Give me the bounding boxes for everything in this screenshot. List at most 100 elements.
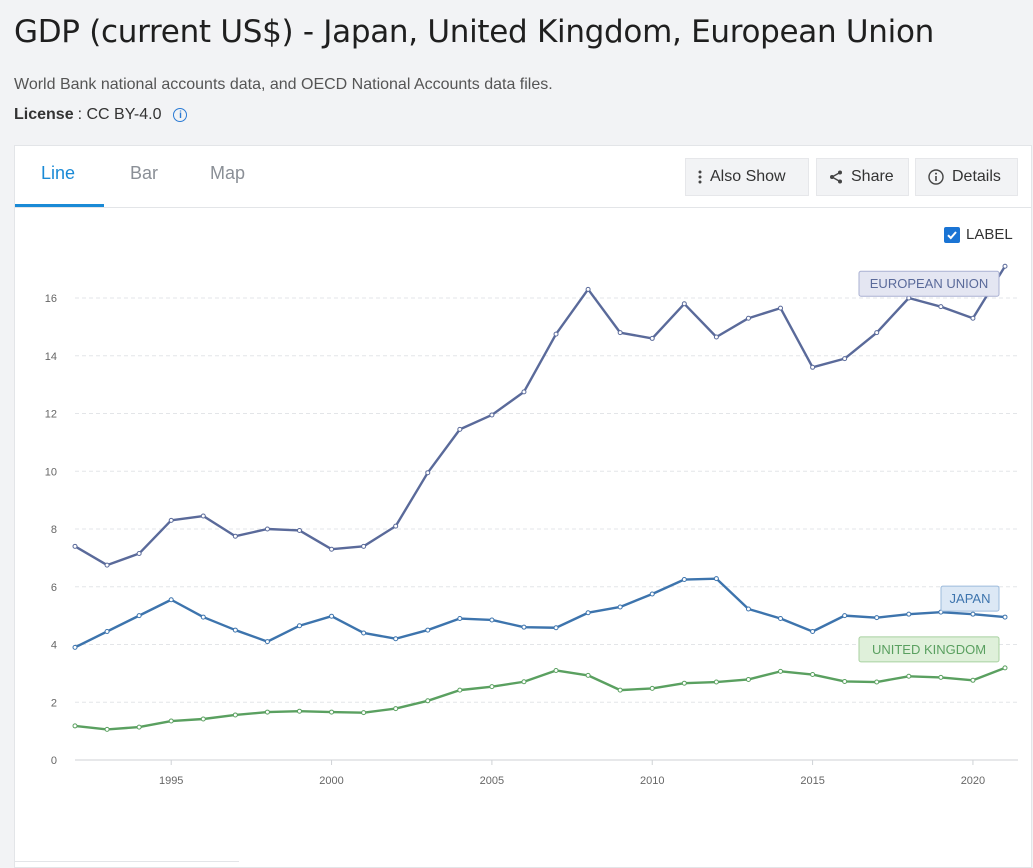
data-point-european-union	[104, 562, 110, 568]
data-point-european-union	[329, 546, 335, 552]
series-label-united-kingdom: UNITED KINGDOM	[872, 642, 986, 657]
data-point-european-union	[200, 513, 206, 519]
data-point-united-kingdom	[617, 687, 623, 693]
data-point-united-kingdom	[264, 709, 270, 715]
source-note: World Bank national accounts data, and O…	[14, 76, 553, 93]
data-point-united-kingdom	[393, 706, 399, 712]
data-point-european-union	[296, 527, 302, 533]
data-point-japan	[617, 604, 623, 610]
x-tick-label: 1995	[159, 775, 183, 787]
checkbox-checked-icon[interactable]	[944, 226, 960, 243]
data-point-european-union	[457, 426, 463, 432]
data-point-european-union	[521, 389, 527, 395]
data-point-european-union	[489, 412, 495, 418]
also-show-label: Also Show	[710, 168, 786, 185]
data-point-european-union	[617, 330, 623, 336]
data-point-united-kingdom	[296, 708, 302, 714]
license-row: License : CC BY-4.0 i	[14, 106, 188, 124]
data-point-japan	[906, 611, 912, 617]
data-point-japan	[168, 597, 174, 603]
series-label-box-united-kingdom	[858, 636, 1000, 663]
active-tab-indicator	[15, 204, 104, 207]
tab-bar: Line Bar Map Also Show Share Details	[15, 146, 1031, 208]
data-point-japan	[72, 644, 78, 650]
y-tick-label: 10	[45, 466, 57, 478]
data-point-european-union	[938, 304, 944, 310]
data-point-japan	[553, 625, 559, 631]
data-point-japan	[136, 613, 142, 619]
data-point-united-kingdom	[938, 674, 944, 680]
details-button[interactable]: Details	[915, 158, 1018, 196]
data-point-united-kingdom	[745, 676, 751, 682]
data-point-european-union	[1002, 263, 1008, 269]
data-point-united-kingdom	[232, 712, 238, 718]
data-point-united-kingdom	[104, 726, 110, 732]
x-tick-label: 2010	[640, 775, 664, 787]
data-point-united-kingdom	[778, 668, 784, 674]
data-point-united-kingdom	[970, 677, 976, 683]
share-label: Share	[851, 168, 894, 185]
tab-line[interactable]: Line	[41, 163, 76, 183]
data-point-japan	[264, 639, 270, 645]
data-point-united-kingdom	[553, 667, 559, 673]
data-point-united-kingdom	[521, 679, 527, 685]
data-point-european-union	[425, 470, 431, 476]
data-point-european-union	[649, 335, 655, 341]
data-point-united-kingdom	[681, 680, 687, 686]
data-point-united-kingdom	[1002, 665, 1008, 671]
data-point-japan	[425, 627, 431, 633]
data-point-japan	[649, 591, 655, 597]
data-point-united-kingdom	[329, 709, 335, 715]
data-point-european-union	[745, 315, 751, 321]
data-point-united-kingdom	[72, 723, 78, 729]
series-line-european-union	[74, 265, 1007, 567]
data-point-european-union	[264, 526, 270, 532]
data-point-united-kingdom	[361, 710, 367, 716]
data-point-european-union	[393, 523, 399, 529]
data-point-japan	[393, 636, 399, 642]
y-tick-label: 12	[45, 409, 57, 421]
data-point-european-union	[361, 543, 367, 549]
share-icon	[830, 170, 842, 184]
y-tick-label: 4	[51, 640, 57, 652]
y-tick-label: 14	[45, 351, 57, 363]
data-point-japan	[104, 629, 110, 635]
data-point-united-kingdom	[200, 716, 206, 722]
also-show-button[interactable]: Also Show	[685, 158, 809, 196]
info-circle-icon	[928, 169, 944, 185]
data-point-united-kingdom	[842, 678, 848, 684]
line-chart: 0 2 4 6 8 10 12 14 16 1995 2000 2005 2010 2015 2020 EUR…	[45, 263, 1018, 787]
data-point-japan	[1002, 614, 1008, 620]
label-toggle[interactable]: LABEL	[944, 226, 1013, 243]
data-point-european-union	[681, 301, 687, 307]
x-tick-label: 2000	[319, 775, 343, 787]
data-point-united-kingdom	[906, 673, 912, 679]
data-point-japan	[713, 576, 719, 582]
license-key: License	[14, 106, 74, 123]
data-point-japan	[745, 606, 751, 612]
data-point-japan	[842, 613, 848, 619]
y-tick-label: 2	[51, 697, 57, 709]
data-point-united-kingdom	[489, 684, 495, 690]
series-line-united-kingdom	[74, 666, 1006, 731]
x-tick-label: 2005	[480, 775, 504, 787]
series-label-european-union: EUROPEAN UNION	[870, 276, 988, 291]
data-point-japan	[810, 629, 816, 635]
share-button[interactable]: Share	[816, 158, 909, 196]
info-icon[interactable]: i	[173, 108, 188, 122]
data-point-united-kingdom	[425, 698, 431, 704]
y-tick-label: 16	[45, 293, 57, 305]
tab-map[interactable]: Map	[210, 163, 246, 183]
data-point-united-kingdom	[713, 679, 719, 685]
y-tick-label: 0	[51, 755, 57, 767]
data-point-european-union	[970, 315, 976, 321]
data-point-european-union	[874, 330, 880, 336]
tab-bar-chart[interactable]: Bar	[130, 163, 159, 183]
data-point-japan	[874, 615, 880, 621]
data-point-japan	[521, 624, 527, 630]
license-value: : CC BY-4.0	[77, 106, 162, 123]
data-point-united-kingdom	[810, 672, 816, 678]
data-point-european-union	[136, 551, 142, 557]
series-label-japan: JAPAN	[950, 591, 991, 606]
data-point-japan	[970, 611, 976, 617]
